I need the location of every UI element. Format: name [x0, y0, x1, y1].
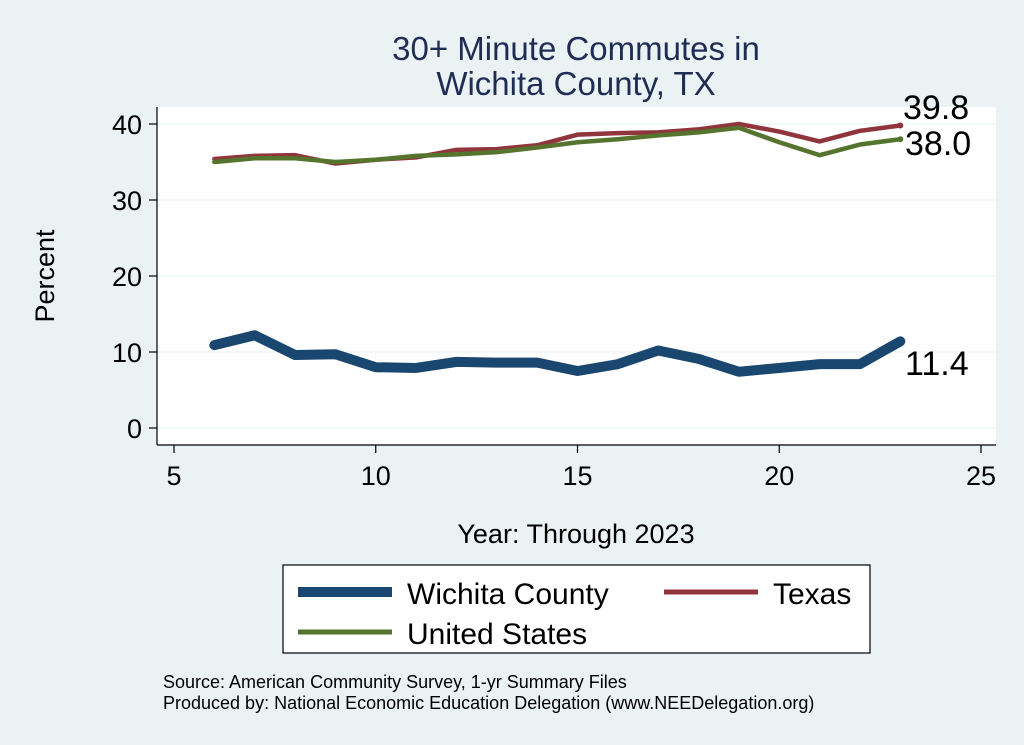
y-tick-label-20: 20 [112, 262, 142, 292]
legend-label-wichita: Wichita County [407, 578, 609, 611]
y-tick-label-30: 30 [112, 186, 142, 216]
x-tick-label-5: 5 [166, 461, 181, 491]
x-tick-label-20: 20 [764, 461, 794, 491]
x-tick-label-15: 15 [562, 461, 592, 491]
source-line-2: Produced by: National Economic Education… [163, 693, 814, 713]
end-labels: 11.4 39.838.0 [903, 89, 971, 383]
legend: Wichita County Texas United States [282, 564, 871, 654]
y-tick-label-0: 0 [127, 414, 142, 444]
end-point-texas [897, 122, 904, 129]
x-axis-label: Year: Through 2023 [457, 519, 694, 549]
legend-box [282, 564, 871, 654]
chart-title-line1: 30+ Minute Commutes in [392, 30, 760, 67]
axes: 0 10 20 30 40 5 10 15 20 25 [112, 107, 996, 491]
chart-title-line2: Wichita County, TX [436, 65, 715, 102]
y-tick-label-10: 10 [112, 338, 142, 368]
source-line-1: Source: American Community Survey, 1-yr … [163, 672, 627, 692]
end-label-united-states: 38.0 [905, 125, 971, 163]
end-label-wichita-county: 11.4 [905, 345, 969, 383]
y-tick-label-40: 40 [112, 110, 142, 140]
series-lines [209, 121, 906, 377]
legend-label-united-states: United States [407, 618, 587, 651]
x-tick-label-25: 25 [966, 461, 996, 491]
end-point-united-states [897, 136, 904, 143]
legend-label-texas: Texas [773, 578, 851, 611]
y-axis-label: Percent [30, 229, 60, 323]
x-tick-label-10: 10 [361, 461, 391, 491]
end-point-wichita-county [897, 338, 904, 345]
series-line-united-states [212, 125, 903, 165]
end-label-texas: 39.8 [903, 89, 969, 127]
series-line-wichita-county [209, 330, 906, 377]
